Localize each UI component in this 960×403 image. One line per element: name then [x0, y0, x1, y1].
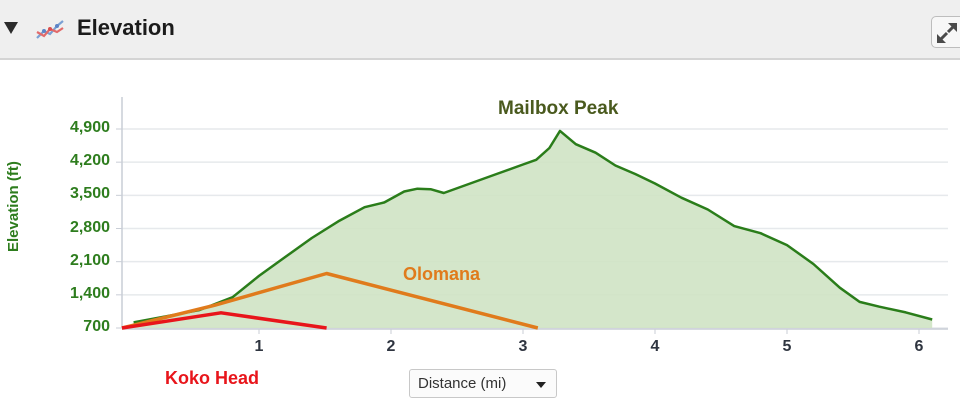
olomana-label: Olomana — [403, 264, 481, 284]
y-axis-label: Elevation (ft) — [5, 161, 22, 252]
x-tick-label: 3 — [518, 338, 528, 355]
plot-area — [116, 97, 948, 334]
x-tick-label: 5 — [782, 338, 792, 355]
mailbox-peak-area — [133, 130, 933, 328]
y-tick-label: 2,100 — [69, 251, 110, 269]
panel-header: Elevation — [0, 0, 960, 60]
y-tick-label: 1,400 — [69, 284, 110, 302]
chevron-down-icon — [536, 382, 546, 388]
x-axis-unit-dropdown[interactable]: Distance (mi) — [409, 369, 557, 398]
y-tick-label: 4,900 — [69, 119, 110, 136]
mailbox-peak-label: Mailbox Peak — [498, 98, 619, 119]
elevation-chart: Elevation (ft) 4,900 4,200 3,500 2,800 2,100… — [0, 62, 960, 403]
expand-button[interactable] — [931, 16, 960, 48]
y-tick-label: 700 — [83, 318, 110, 335]
expand-arrows-icon — [937, 23, 957, 43]
mailbox-peak-line — [133, 129, 933, 324]
x-tick-label: 6 — [914, 338, 924, 355]
koko-head-line — [121, 311, 327, 330]
x-tick-label: 1 — [254, 338, 264, 355]
olomana-line — [121, 271, 539, 330]
y-tick-label: 2,800 — [69, 218, 110, 236]
x-tick-label: 2 — [386, 338, 396, 355]
x-tick-label: 4 — [650, 338, 660, 355]
triangle-down-icon[interactable] — [4, 22, 18, 34]
line-chart-icon — [36, 20, 64, 39]
koko-head-label: Koko Head — [165, 368, 260, 388]
dropdown-selected-value: Distance (mi) — [418, 375, 507, 392]
y-tick-label: 3,500 — [69, 185, 110, 203]
panel-title: Elevation — [77, 15, 175, 40]
y-tick-label: 4,200 — [69, 152, 110, 170]
